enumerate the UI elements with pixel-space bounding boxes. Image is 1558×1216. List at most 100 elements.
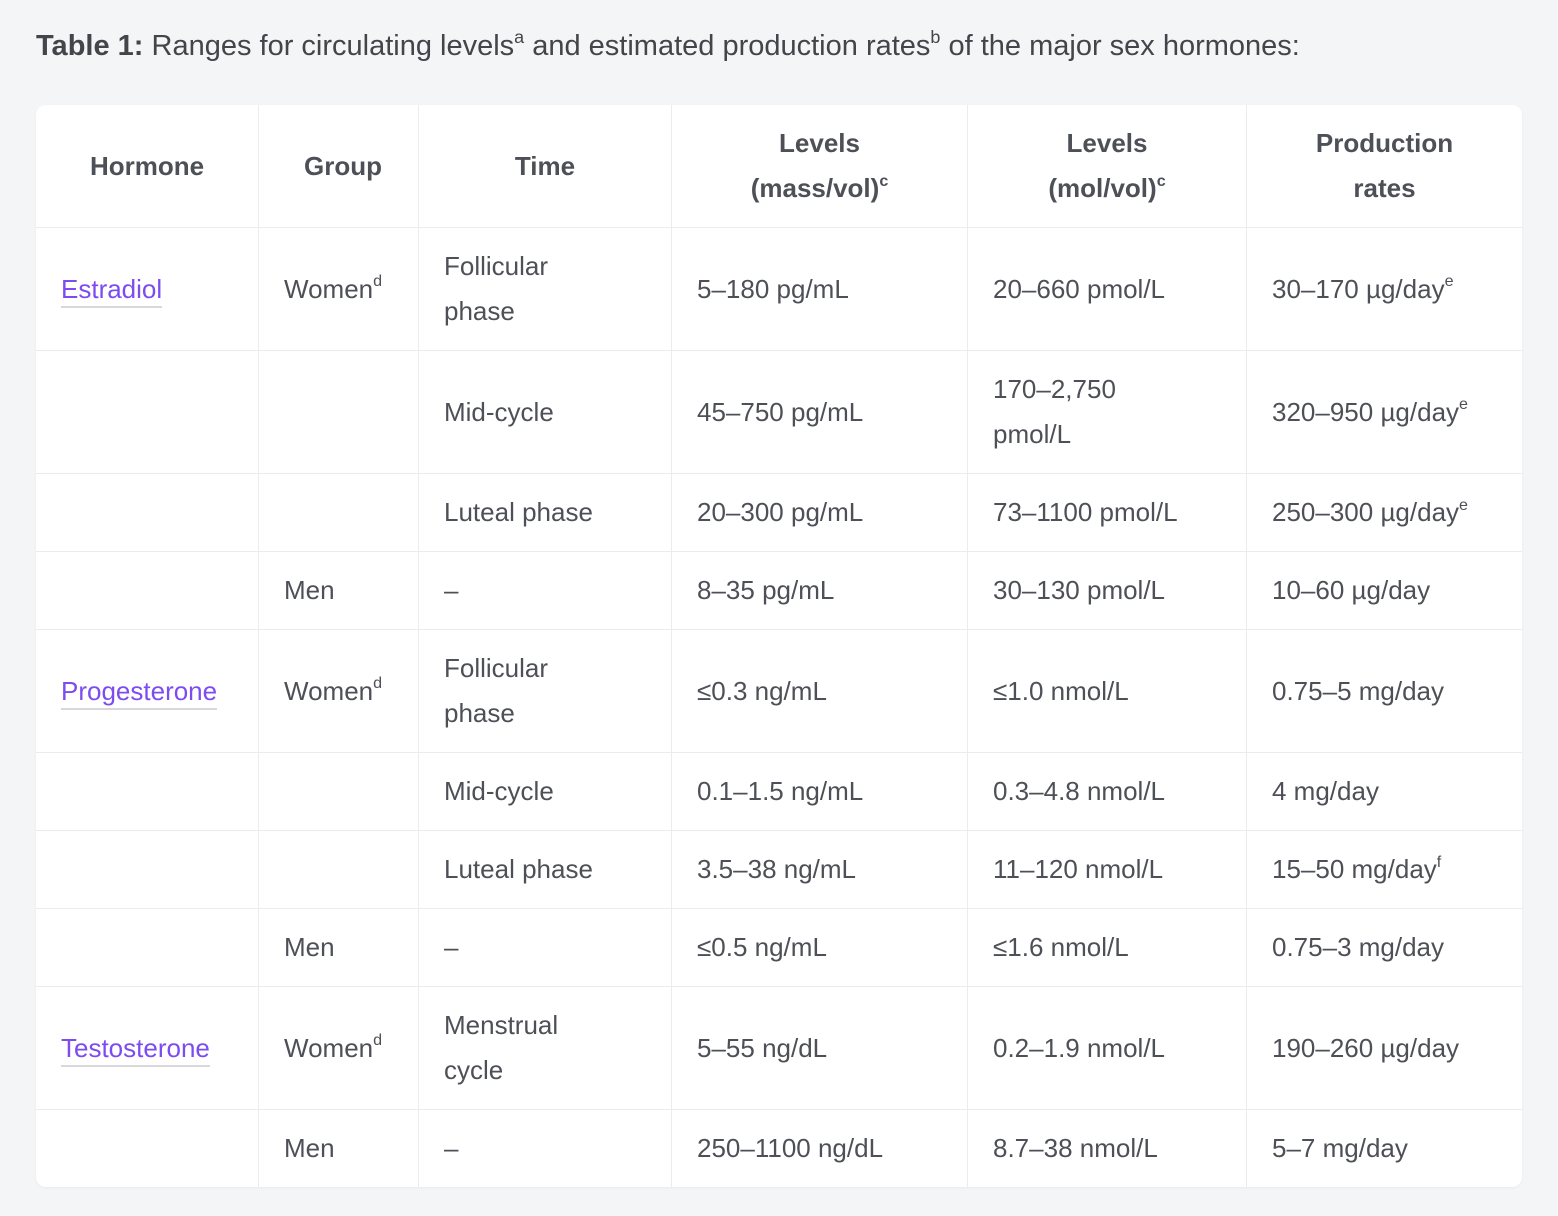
group-cell (259, 351, 419, 474)
table-row: Luteal phase 3.5–38 ng/mL 11–120 nmol/L 15–… (36, 831, 1522, 909)
levels-mass-cell: 250–1100 ng/dL (672, 1110, 968, 1187)
production-rates-cell: 0.75–5 mg/day (1247, 630, 1522, 753)
table-row: Men – ≤0.5 ng/mL ≤1.6 nmol/L 0.75–3 mg/day (36, 909, 1522, 987)
levels-mol-cell-text: 20–660 pmol/L (993, 273, 1166, 304)
production-rates-cell-text: 5–7 mg/day (1272, 1133, 1408, 1163)
levels-mass-cell-text: ≤0.5 ng/mL (697, 932, 827, 962)
hormone-cell (36, 753, 259, 831)
levels-mol-cell: ≤1.0 nmol/L (968, 630, 1247, 753)
production-rates-cell-text: 10–60 µg/day (1272, 575, 1431, 605)
production-rates-cell-text: 250–300 µg/day (1272, 497, 1460, 527)
time-cell-text: Mid-cycle (444, 776, 554, 806)
table-body: Estradiol Womend Follicular phase 5–180 pg/… (36, 228, 1522, 1187)
levels-mass-cell-text: 3.5–38 ng/mL (697, 854, 857, 884)
levels-mass-cell-text: 250–1100 ng/dL (697, 1133, 884, 1163)
group-cell (259, 474, 419, 552)
production-rates-cell-text: 4 mg/day (1272, 776, 1379, 806)
group-cell (259, 753, 419, 831)
levels-mass-cell-text: 5–55 ng/dL (697, 1032, 828, 1063)
footnote-marker-c: c (879, 171, 889, 190)
group-cell: Men (259, 1110, 419, 1187)
time-cell-text: Follicular phase (444, 653, 549, 728)
footnote-marker-d: d (373, 1031, 383, 1050)
time-cell-text: Luteal phase (444, 854, 593, 884)
levels-mass-cell: 5–180 pg/mL (672, 228, 968, 351)
col-header-group-text: Group (304, 150, 382, 181)
col-header-levels-mol-text: Levels (mol/vol) (1048, 128, 1157, 203)
time-cell: Luteal phase (419, 474, 672, 552)
levels-mol-cell-text: 30–130 pmol/L (993, 575, 1166, 605)
group-cell: Womend (259, 630, 419, 753)
levels-mol-cell-text: 0.3–4.8 nmol/L (993, 776, 1166, 806)
group-cell: Womend (259, 228, 419, 351)
levels-mass-cell-text: 45–750 pg/mL (697, 396, 864, 427)
hormone-cell (36, 552, 259, 630)
levels-mass-cell-text: 20–300 pg/mL (697, 497, 864, 527)
production-rates-cell: 320–950 µg/daye (1247, 351, 1522, 474)
levels-mass-cell: 8–35 pg/mL (672, 552, 968, 630)
production-rates-cell: 5–7 mg/day (1247, 1110, 1522, 1187)
col-header-production-rates-text: Production rates (1315, 128, 1454, 203)
levels-mass-cell: ≤0.5 ng/mL (672, 909, 968, 987)
hormone-cell (36, 909, 259, 987)
time-cell: Luteal phase (419, 831, 672, 909)
caption-text-1: Ranges for circulating levels (143, 30, 515, 62)
caption-text-2: and estimated production rates (524, 30, 931, 62)
levels-mol-cell: ≤1.6 nmol/L (968, 909, 1247, 987)
group-cell: Men (259, 909, 419, 987)
col-header-hormone-text: Hormone (89, 150, 205, 181)
time-cell-text: Mid-cycle (444, 396, 554, 427)
production-rates-cell-text: 320–950 µg/day (1272, 396, 1460, 427)
hormone-link[interactable]: Progesterone (61, 675, 218, 710)
levels-mol-cell: 170–2,750 pmol/L (968, 351, 1247, 474)
time-cell: Mid-cycle (419, 351, 672, 474)
group-cell-text: Men (284, 932, 335, 962)
hormone-table: Hormone Group Time Levels (mass/vol)c Le… (36, 105, 1522, 1187)
levels-mass-cell-text: 0.1–1.5 ng/mL (697, 776, 864, 806)
production-rates-cell-text: 190–260 µg/day (1272, 1032, 1460, 1063)
hormone-cell: Progesterone (36, 630, 259, 753)
footnote-marker-e: e (1444, 272, 1454, 291)
production-rates-cell: 4 mg/day (1247, 753, 1522, 831)
hormone-link[interactable]: Estradiol (61, 273, 163, 308)
header-row: Hormone Group Time Levels (mass/vol)c Le… (36, 105, 1522, 228)
levels-mass-cell-text: 8–35 pg/mL (697, 575, 835, 605)
levels-mol-cell-text: 0.2–1.9 nmol/L (993, 1032, 1166, 1063)
levels-mass-cell: 20–300 pg/mL (672, 474, 968, 552)
col-header-hormone: Hormone (36, 105, 259, 228)
time-cell: – (419, 1110, 672, 1187)
col-header-levels-mass: Levels (mass/vol)c (672, 105, 968, 228)
levels-mol-cell-text: 170–2,750 pmol/L (993, 374, 1116, 449)
time-cell: Follicular phase (419, 228, 672, 351)
levels-mol-cell: 11–120 nmol/L (968, 831, 1247, 909)
group-cell-text: Women (284, 273, 374, 304)
footnote-marker-e: e (1459, 395, 1468, 414)
time-cell-text: – (444, 575, 459, 605)
caption-text-3: of the major sex hormones: (940, 30, 1300, 62)
levels-mass-cell: 5–55 ng/dL (672, 987, 968, 1110)
time-cell: – (419, 552, 672, 630)
group-cell-text: Women (284, 675, 374, 706)
table-row: Mid-cycle 45–750 pg/mL 170–2,750 pmol/L 320… (36, 351, 1522, 474)
hormone-link[interactable]: Testosterone (61, 1032, 210, 1067)
time-cell-text: Follicular phase (444, 251, 549, 326)
group-cell (259, 831, 419, 909)
col-header-time-text: Time (514, 150, 576, 181)
group-cell-text: Men (284, 1133, 335, 1163)
table-caption: Table 1: Ranges for circulating levelsa … (36, 26, 1522, 66)
col-header-production-rates: Production rates (1247, 105, 1522, 228)
levels-mol-cell-text: 11–120 nmol/L (993, 854, 1164, 884)
col-header-time: Time (419, 105, 672, 228)
table-row: Progesterone Womend Follicular phase ≤0.3 n… (36, 630, 1522, 753)
production-rates-cell: 0.75–3 mg/day (1247, 909, 1522, 987)
hormone-cell: Estradiol (36, 228, 259, 351)
time-cell: Mid-cycle (419, 753, 672, 831)
production-rates-cell: 10–60 µg/day (1247, 552, 1522, 630)
hormone-cell (36, 351, 259, 474)
group-cell: Men (259, 552, 419, 630)
levels-mass-cell: 45–750 pg/mL (672, 351, 968, 474)
time-cell: Menstrual cycle (419, 987, 672, 1110)
hormone-cell (36, 831, 259, 909)
time-cell: – (419, 909, 672, 987)
